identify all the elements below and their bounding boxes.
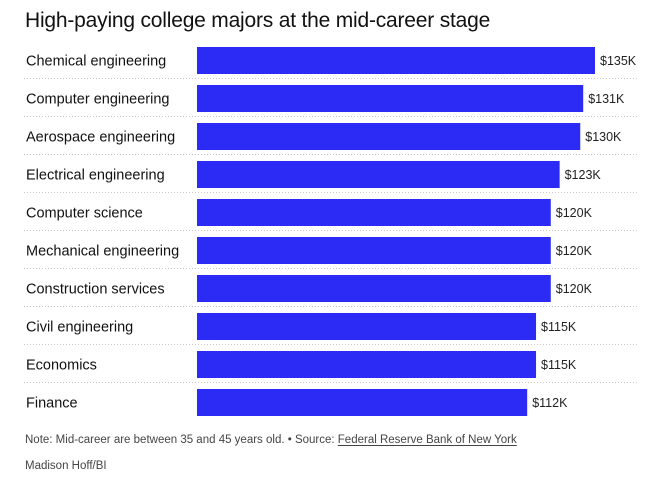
bar [197, 199, 551, 226]
chart-note: Note: Mid-career are between 35 and 45 y… [25, 434, 517, 446]
chart-title: High-paying college majors at the mid-ca… [25, 9, 491, 32]
category-label: Computer engineering [26, 92, 169, 108]
category-label: Aerospace engineering [26, 130, 175, 146]
bar-chart: Chemical engineering $135K Computer engine… [24, 47, 638, 416]
value-label: $115K [541, 320, 577, 334]
value-label: $120K [556, 206, 593, 220]
value-label: $115K [541, 358, 577, 372]
value-label: $130K [585, 130, 622, 144]
value-label: $120K [556, 282, 593, 296]
value-label: $112K [532, 396, 568, 410]
note-text: Note: Mid-career are between 35 and 45 y… [25, 434, 338, 446]
bar [197, 313, 537, 340]
bar [197, 161, 560, 188]
bar [197, 85, 584, 112]
value-label: $120K [556, 244, 593, 258]
bar [197, 123, 581, 150]
bar [197, 351, 537, 378]
category-label: Economics [26, 358, 97, 374]
value-label: $123K [565, 168, 602, 182]
category-label: Finance [26, 396, 78, 412]
category-label: Civil engineering [26, 320, 133, 336]
category-label: Mechanical engineering [26, 244, 179, 260]
chart-credit: Madison Hoff/BI [25, 460, 107, 472]
bar [197, 275, 551, 302]
value-label: $135K [600, 54, 637, 68]
category-label: Construction services [26, 282, 165, 298]
value-label: $131K [588, 92, 625, 106]
bar [197, 389, 528, 416]
bar [197, 47, 595, 74]
source-link[interactable]: Federal Reserve Bank of New York [337, 434, 517, 446]
category-label: Computer science [26, 206, 143, 222]
category-label: Chemical engineering [26, 54, 166, 70]
category-label: Electrical engineering [26, 168, 165, 184]
bar [197, 237, 551, 264]
